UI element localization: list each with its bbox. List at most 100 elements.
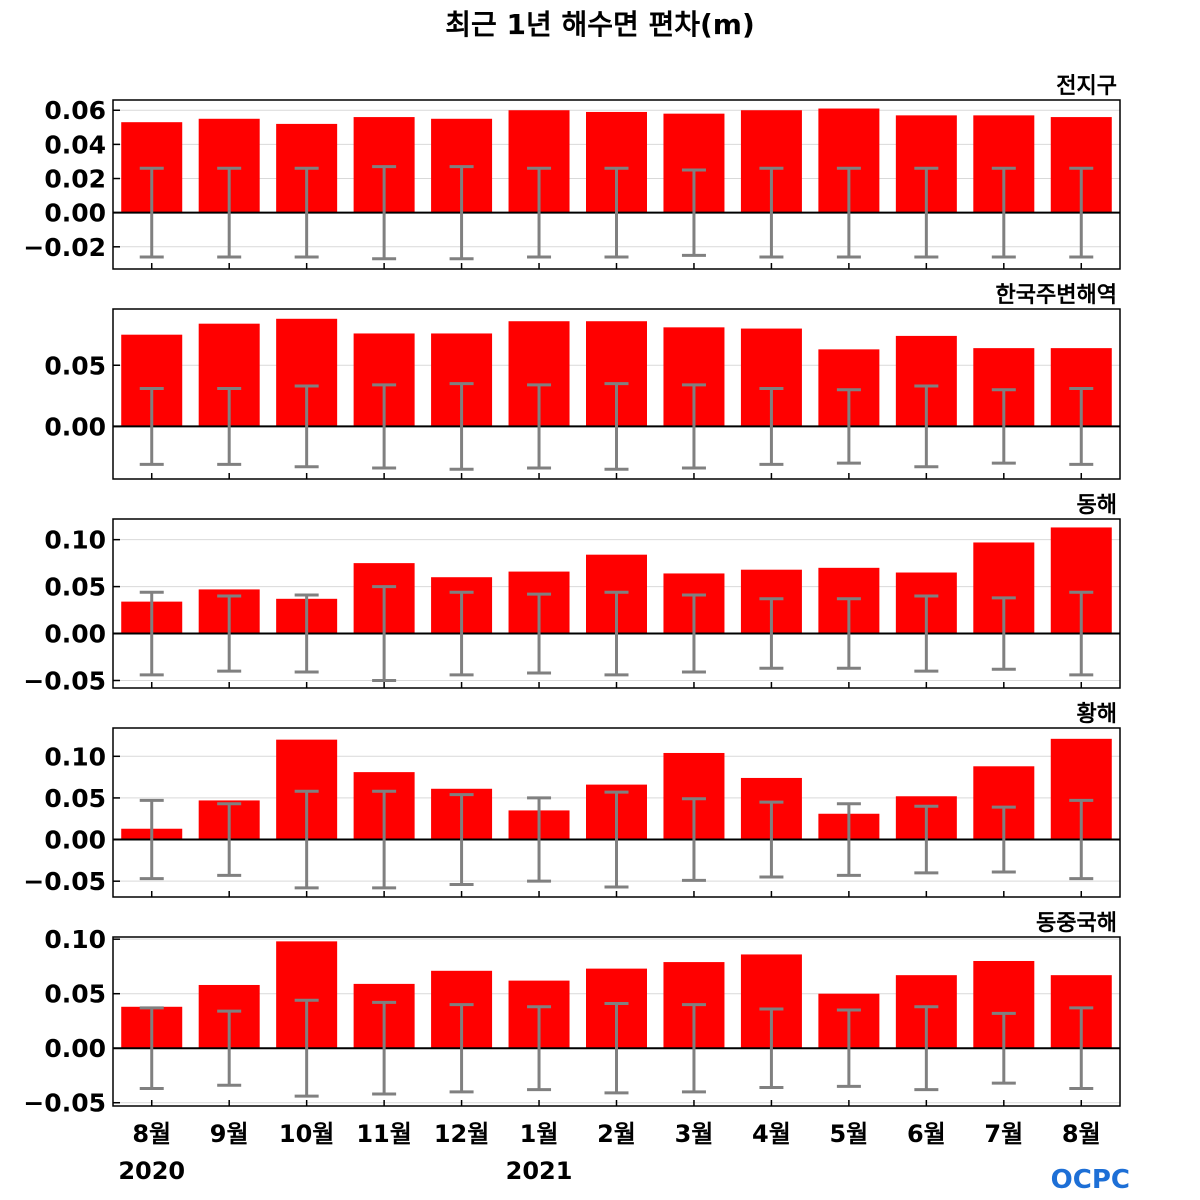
error-bar: [991, 805, 1016, 874]
error-bar: [449, 382, 474, 471]
error-bar: [139, 386, 164, 466]
error-bar: [139, 590, 164, 677]
y-tick-label: 0.00: [44, 620, 106, 649]
error-bar: [294, 593, 319, 674]
y-tick-label: 0.05: [44, 573, 106, 602]
x-tick-label: 12월: [434, 1120, 489, 1148]
error-bar: [1069, 166, 1094, 259]
error-bar: [681, 168, 706, 257]
error-bar: [991, 1011, 1016, 1085]
error-bar: [681, 593, 706, 674]
error-bar: [217, 166, 242, 259]
error-bar: [914, 384, 939, 469]
error-bar: [217, 386, 242, 466]
x-tick-label: 5월: [829, 1120, 868, 1148]
error-bar: [372, 585, 397, 682]
panel-label: 한국주변해역: [996, 283, 1117, 308]
error-bar: [372, 1000, 397, 1096]
year-label: 2021: [506, 1157, 573, 1185]
y-tick-label: 0.02: [44, 165, 106, 194]
panel-0: 전지구 −0.02 0.00 0.02 0.04 0.06: [23, 74, 1121, 270]
y-tick-label: 0.00: [44, 412, 106, 441]
error-bar: [759, 800, 784, 879]
error-bar: [914, 594, 939, 673]
x-tick-label: 11월: [356, 1120, 411, 1148]
error-bar: [604, 790, 629, 889]
error-bar: [217, 594, 242, 673]
error-bar: [836, 597, 861, 670]
y-tick-label: 0.00: [44, 199, 106, 228]
error-bar: [1069, 590, 1094, 677]
error-bar: [604, 382, 629, 471]
y-tick-label: 0.10: [44, 742, 106, 771]
error-bar: [759, 597, 784, 670]
error-bar: [372, 165, 397, 261]
error-bar: [681, 1003, 706, 1094]
error-bar: [991, 596, 1016, 671]
error-bar: [139, 1006, 164, 1091]
error-bar: [217, 1009, 242, 1087]
y-tick-label: −0.05: [23, 1089, 106, 1118]
year-label: 2020: [118, 1157, 185, 1185]
y-tick-label: −0.05: [23, 666, 106, 695]
y-tick-label: 0.00: [44, 826, 106, 855]
panel-3: 황해 −0.05 0.00 0.05 0.10: [23, 702, 1121, 898]
panel-label: 전지구: [1056, 74, 1117, 99]
x-tick-label: 7월: [984, 1120, 1023, 1148]
error-bar: [914, 166, 939, 259]
error-bar: [836, 802, 861, 877]
error-bar: [372, 383, 397, 470]
error-bar: [604, 590, 629, 677]
panel-2: 동해 −0.05 0.00 0.05 0.10: [23, 493, 1121, 695]
error-bar: [294, 166, 319, 259]
panel-4: 동중국해 −0.05 0.00 0.05 0.10: [23, 911, 1121, 1118]
error-bar: [914, 1005, 939, 1092]
error-bar: [991, 388, 1016, 465]
y-tick-label: 0.10: [44, 526, 106, 555]
panel-label: 동중국해: [1036, 911, 1117, 936]
x-axis-labels: 8월 9월 10월 11월 12월 1월 2월 3월 4월 5월 6월 7월 8월 2020 2021: [118, 1120, 1100, 1185]
error-bar: [681, 797, 706, 882]
error-bar: [372, 789, 397, 890]
error-bar: [217, 802, 242, 877]
y-tick-label: 0.05: [44, 784, 106, 813]
x-tick-label: 10월: [279, 1120, 334, 1148]
error-bar: [139, 166, 164, 259]
ocpc-logo-text: OCPC: [1051, 1165, 1130, 1195]
x-tick-label: 8월: [1062, 1120, 1101, 1148]
error-bar: [527, 1005, 552, 1092]
error-bar: [604, 1002, 629, 1095]
error-bar: [836, 388, 861, 465]
panel-label: 동해: [1077, 493, 1117, 518]
error-bar: [681, 383, 706, 470]
x-tick-label: 3월: [675, 1120, 714, 1148]
panel-1: 한국주변해역 0.00 0.05: [44, 283, 1121, 480]
error-bar: [294, 384, 319, 469]
y-tick-label: 0.05: [44, 980, 106, 1009]
error-bar: [914, 804, 939, 875]
error-bar: [449, 165, 474, 261]
y-tick-label: 0.04: [44, 130, 106, 159]
x-tick-label: 8월: [132, 1120, 171, 1148]
error-bar: [449, 1003, 474, 1094]
error-bar: [527, 796, 552, 883]
ocpc-logo: OCPC: [1051, 1165, 1130, 1195]
x-tick-label: 4월: [752, 1120, 791, 1148]
error-bar: [527, 166, 552, 259]
y-tick-label: 0.06: [44, 96, 106, 125]
error-bar: [294, 789, 319, 890]
error-bar: [1069, 798, 1094, 881]
x-tick-label: 9월: [210, 1120, 249, 1148]
error-bar: [759, 1007, 784, 1089]
chart-panels: 전지구−0.020.000.020.040.06한국주변해역0.000.05동해…: [23, 74, 1121, 1118]
error-bar: [759, 166, 784, 259]
error-bar: [991, 166, 1016, 259]
error-bar: [604, 166, 629, 259]
error-bar: [527, 592, 552, 675]
x-tick-label: 6월: [907, 1120, 946, 1148]
error-bar: [1069, 1006, 1094, 1091]
x-tick-label: 1월: [520, 1120, 559, 1148]
y-tick-label: 0.00: [44, 1034, 106, 1063]
error-bar: [836, 1008, 861, 1088]
